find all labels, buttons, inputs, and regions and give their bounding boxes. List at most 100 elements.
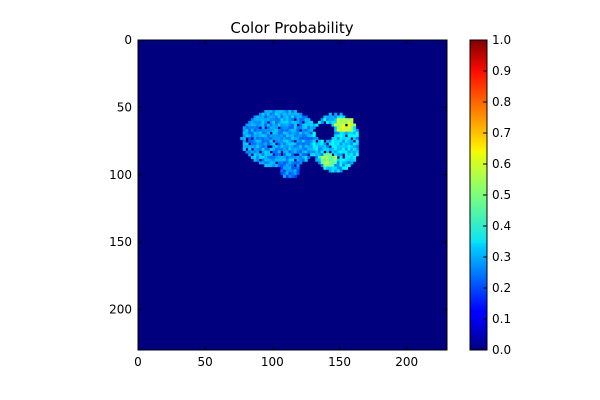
heatmap-cell: [293, 147, 297, 151]
heatmap-cell: [288, 118, 292, 122]
heatmap-cell: [301, 153, 305, 157]
heatmap-cell: [288, 166, 292, 170]
heatmap-cell: [304, 150, 308, 154]
heatmap-cell: [288, 150, 292, 154]
heatmap-cell: [250, 126, 254, 130]
heatmap-cell: [261, 150, 265, 154]
heatmap-cell: [347, 120, 351, 124]
heatmap-cell: [326, 153, 330, 157]
heatmap-cell: [328, 112, 332, 116]
heatmap-cell: [344, 120, 348, 124]
heatmap-cell: [285, 172, 289, 176]
heatmap-cell: [277, 158, 281, 162]
heatmap-cell: [334, 161, 338, 165]
heatmap-cell: [253, 150, 257, 154]
heatmap-cell: [288, 134, 292, 138]
heatmap-cell: [334, 131, 338, 135]
heatmap-cell: [315, 153, 319, 157]
heatmap-cell: [304, 147, 308, 151]
heatmap-cell: [339, 128, 343, 133]
heatmap-cell: [291, 169, 295, 173]
heatmap-cell: [277, 112, 281, 116]
heatmap-cell: [277, 137, 281, 141]
heatmap-cell: [277, 139, 281, 143]
heatmap-cell: [275, 134, 279, 138]
heatmap-cell: [280, 128, 284, 133]
heatmap-cell: [258, 139, 262, 143]
heatmap-cell: [336, 115, 340, 119]
heatmap-cell: [334, 153, 338, 157]
heatmap-cell: [344, 128, 348, 133]
heatmap-cell: [326, 150, 330, 154]
heatmap-cell: [272, 155, 276, 160]
heatmap-cell: [264, 134, 268, 138]
heatmap-cell: [304, 145, 308, 149]
heatmap-cell: [296, 161, 300, 165]
heatmap-cell: [283, 139, 287, 143]
heatmap-cell: [299, 126, 303, 130]
heatmap-cell: [342, 139, 346, 143]
heatmap-cell: [293, 137, 297, 141]
heatmap-cell: [331, 155, 335, 160]
heatmap-cell: [296, 134, 300, 138]
heatmap-cell: [299, 120, 303, 124]
heatmap-cell: [280, 131, 284, 135]
heatmap-cell: [277, 164, 281, 168]
heatmap-cell: [269, 164, 273, 168]
heatmap-cell: [258, 123, 262, 127]
heatmap-cell: [285, 158, 289, 162]
heatmap-cell: [269, 126, 273, 130]
heatmap-cell: [280, 120, 284, 124]
heatmap-cell: [280, 118, 284, 122]
heatmap-cell: [256, 153, 260, 157]
heatmap-cell: [347, 139, 351, 143]
heatmap-cell: [275, 158, 279, 162]
heatmap-cell: [347, 126, 351, 130]
heatmap-cell: [264, 118, 268, 122]
heatmap-cell: [334, 137, 338, 141]
heatmap-cell: [291, 115, 295, 119]
heatmap-cell: [301, 131, 305, 135]
heatmap-cell: [248, 147, 252, 151]
heatmap-cell: [272, 145, 276, 149]
heatmap-cell: [347, 147, 351, 151]
heatmap-cell: [280, 158, 284, 162]
heatmap-cell: [275, 139, 279, 143]
heatmap-cell: [272, 131, 276, 135]
heatmap-cell: [312, 137, 316, 141]
heatmap-cell: [283, 153, 287, 157]
heatmap-cell: [269, 161, 273, 165]
heatmap-cell: [350, 150, 354, 154]
heatmap-cell: [342, 150, 346, 154]
heatmap-cell: [299, 115, 303, 119]
heatmap-cell: [293, 150, 297, 154]
heatmap-cell: [307, 147, 311, 151]
heatmap-cell: [304, 120, 308, 124]
heatmap-cell: [275, 120, 279, 124]
heatmap-cell: [277, 120, 281, 124]
heatmap-cell: [277, 128, 281, 133]
heatmap-cell: [291, 128, 295, 133]
heatmap-cell: [347, 123, 351, 127]
heatmap-cell: [285, 131, 289, 135]
heatmap-cell: [253, 145, 257, 149]
heatmap-cell: [275, 164, 279, 168]
heatmap-cell: [339, 145, 343, 149]
heatmap-cell: [258, 128, 262, 133]
heatmap-cell: [307, 142, 311, 146]
heatmap-cell: [266, 161, 271, 165]
heatmap-cell: [299, 131, 303, 135]
heatmap-cell: [275, 147, 279, 151]
heatmap-cell: [344, 131, 348, 135]
heatmap-cell: [339, 150, 343, 154]
heatmap-cell: [258, 112, 262, 116]
heatmap-cell: [285, 120, 289, 124]
heatmap-cell: [258, 134, 262, 138]
heatmap-cell: [342, 131, 346, 135]
heatmap-cell: [285, 150, 289, 154]
heatmap-cell: [261, 158, 265, 162]
heatmap-cell: [326, 118, 330, 122]
heatmap-cell: [283, 145, 287, 149]
heatmap-cell: [283, 134, 287, 138]
heatmap-cell: [339, 147, 343, 151]
